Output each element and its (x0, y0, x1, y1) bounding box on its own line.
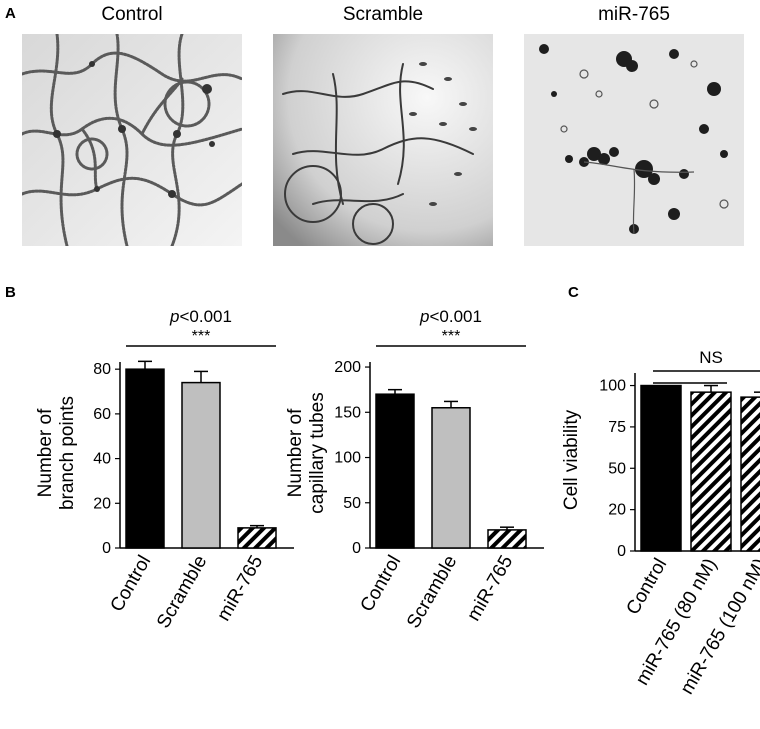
category-label: miR-765 (213, 552, 267, 625)
category-label: Scramble (403, 552, 461, 632)
panel-label-a: A (5, 5, 16, 22)
p-symbol: p (419, 307, 429, 326)
y-axis-label: Number of (35, 408, 56, 497)
y-tick-label: 0 (617, 543, 626, 560)
category-label: Control (357, 552, 406, 616)
ns-label: NS (699, 348, 723, 367)
y-tick-label: 60 (93, 406, 111, 423)
y-tick-label: 40 (93, 451, 111, 468)
y-tick-label: 100 (334, 450, 361, 467)
p-threshold: <0.001 (429, 307, 481, 326)
y-tick-label: 0 (352, 540, 361, 557)
bar-1 (375, 393, 415, 549)
bar-1 (640, 384, 682, 552)
p-threshold: <0.001 (179, 307, 231, 326)
p-value-label: p<0.001 (419, 307, 482, 326)
p-symbol: p (169, 307, 179, 326)
bar-2 (181, 381, 221, 549)
y-tick-label: 200 (334, 359, 361, 376)
tube-network-micrograph (22, 34, 242, 246)
y-tick-label: 20 (93, 495, 111, 512)
panel-label-c: C (568, 284, 579, 301)
y-tick-label: 80 (93, 361, 111, 378)
y-tick-label: 20 (608, 502, 626, 519)
p-value-label: p<0.001 (169, 307, 232, 326)
y-tick-label: 0 (102, 540, 111, 557)
category-label: Control (107, 552, 156, 616)
significance-stars: *** (192, 328, 211, 345)
clustered-cells-micrograph (524, 34, 744, 246)
panel-label-b: B (5, 284, 16, 301)
y-axis-label: Cell viability (561, 409, 582, 510)
significance-stars: *** (442, 328, 461, 345)
bar-2 (690, 391, 732, 552)
y-tick-label: 100 (599, 378, 626, 395)
bar-1 (125, 368, 165, 549)
bar-3 (740, 396, 760, 552)
category-label: Scramble (153, 552, 211, 632)
y-tick-label: 150 (334, 404, 361, 421)
category-label: miR-765 (463, 552, 517, 625)
y-tick-label: 50 (343, 495, 361, 512)
micrograph-title-control: Control (101, 4, 163, 25)
y-tick-label: 75 (608, 419, 626, 436)
bar-3 (487, 529, 527, 549)
y-tick-label: 50 (608, 460, 626, 477)
micrograph-title-mir765: miR-765 (598, 4, 670, 25)
capillary-tubes-chart: 0 50 100 150 200 Number of capillary tubes Cont… (285, 307, 544, 632)
partial-network-micrograph (273, 34, 493, 246)
branch-points-chart: 0 20 40 60 80 Number of branch points ControlSc… (35, 307, 294, 632)
category-label: Control (623, 555, 672, 619)
y-axis-label: branch points (57, 396, 78, 510)
category-label: miR-765 (100 nM) (677, 555, 760, 698)
bar-2 (431, 407, 471, 549)
y-axis-label: capillary tubes (307, 392, 328, 513)
y-axis-label: Number of (285, 408, 306, 497)
micrograph-title-scramble: Scramble (342, 4, 424, 25)
